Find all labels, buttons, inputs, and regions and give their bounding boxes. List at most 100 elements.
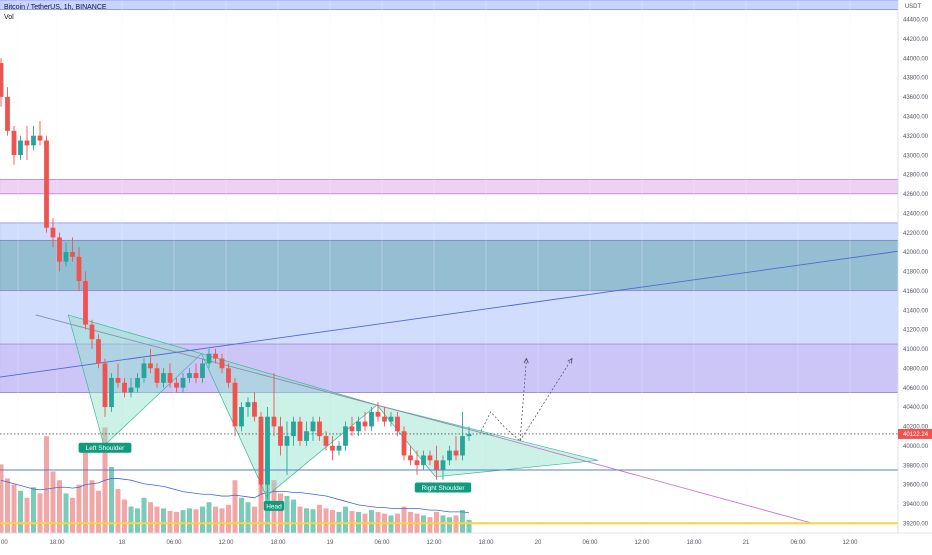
x-tick-label: 12:00 — [426, 540, 442, 546]
candle — [408, 445, 413, 466]
last-price-label: 40122.24 — [903, 432, 929, 438]
candle — [362, 411, 368, 432]
volume-bar — [70, 497, 75, 533]
volume-bar — [206, 502, 212, 533]
candle — [427, 450, 433, 466]
candle-body — [50, 227, 56, 238]
candle-body — [18, 140, 23, 156]
volume-bar — [50, 471, 56, 533]
candle — [148, 348, 153, 374]
y-tick-label: 40200.00 — [903, 425, 929, 431]
candle-body — [0, 62, 4, 97]
time-axis-bg — [0, 533, 932, 550]
candle — [278, 416, 283, 456]
candle — [213, 348, 218, 364]
x-tick-label: 06:00 — [166, 540, 182, 546]
y-tick-label: 43800.00 — [903, 76, 929, 82]
volume-bar — [284, 496, 290, 533]
candle — [37, 121, 43, 146]
x-tick-label: 19 — [327, 540, 334, 546]
candle — [31, 125, 36, 151]
price-axis-bg — [898, 0, 932, 550]
candle — [460, 411, 465, 461]
candle — [382, 407, 387, 427]
candle-body — [440, 460, 446, 471]
pattern-label-bg — [78, 442, 132, 453]
trendline-2 — [493, 435, 813, 524]
price-axis: USDT 39200.00 39400.00 39600.00 39800.00 4000… — [897, 0, 932, 550]
volume-bar — [31, 487, 36, 533]
pattern-label: Left Shoulder — [78, 442, 132, 453]
candle-body — [115, 377, 121, 383]
candle — [226, 363, 231, 388]
volume-bar — [304, 508, 309, 533]
candle — [395, 411, 400, 437]
candle-body — [356, 421, 361, 432]
candle — [401, 426, 407, 461]
y-tick-label: 43200.00 — [903, 134, 929, 140]
candle-body — [408, 455, 413, 461]
candle-body — [161, 373, 166, 383]
candle — [180, 373, 186, 393]
volume-bar — [232, 480, 238, 533]
volume-bar — [226, 504, 231, 533]
symbol-title[interactable]: Bitcoin / TetherUS, 1h, BINANCE — [4, 4, 107, 11]
volume-bar — [245, 502, 251, 533]
candle-body — [11, 130, 17, 156]
candle-body — [336, 445, 342, 451]
pattern-label-text: Left Shoulder — [86, 445, 126, 452]
volume-bar — [187, 508, 192, 533]
y-tick-label: 44000.00 — [903, 56, 929, 62]
indicator-label[interactable]: Vol — [4, 14, 14, 21]
y-tick-label: 41600.00 — [903, 289, 929, 295]
volume-bar — [128, 506, 134, 533]
candle — [271, 373, 277, 437]
x-tick-label: 18:00 — [686, 540, 702, 546]
candle-body — [330, 445, 335, 451]
candle — [63, 242, 69, 267]
y-tick-label: 41200.00 — [903, 328, 929, 334]
candle — [128, 377, 134, 398]
projection-path-2 — [519, 358, 573, 442]
y-tick-label: 39400.00 — [903, 502, 929, 508]
candle — [330, 436, 335, 461]
candle-body — [219, 358, 225, 369]
candle-body — [304, 431, 309, 441]
pattern-label: Head — [263, 500, 285, 511]
y-tick-label: 44200.00 — [903, 37, 929, 43]
y-tick-label: 42000.00 — [903, 250, 929, 256]
volume-bar — [44, 436, 49, 533]
candle — [317, 416, 322, 441]
volume-bar — [89, 480, 95, 533]
candle-body — [109, 377, 114, 408]
pattern-labels: Left Shoulder Head Right Shoulder — [78, 442, 472, 511]
candle — [167, 363, 173, 388]
trendlines — [0, 246, 932, 525]
candle — [135, 373, 140, 393]
chart-legend: Bitcoin / TetherUS, 1h, BINANCE Vol — [4, 3, 107, 23]
candle — [89, 319, 95, 349]
candle — [102, 358, 108, 417]
candles — [0, 58, 472, 500]
candle-body — [44, 140, 49, 228]
volume-bar — [83, 449, 88, 533]
candle — [447, 445, 452, 466]
candle-body — [5, 96, 10, 131]
x-tick-label: 20 — [535, 540, 542, 546]
candle-body — [349, 426, 355, 432]
volume-bar — [317, 504, 322, 533]
candle-body — [258, 416, 264, 485]
candle-body — [57, 237, 62, 262]
candle-body — [102, 363, 108, 408]
candle-body — [291, 421, 296, 437]
candle — [57, 232, 62, 272]
y-tick-label: 39800.00 — [903, 463, 929, 469]
volume-bar — [148, 502, 153, 533]
candle — [258, 411, 264, 495]
volume-bar — [0, 464, 4, 533]
volume-bar — [330, 510, 335, 533]
y-tick-label: 41400.00 — [903, 308, 929, 314]
x-tick-label: 06:00 — [582, 540, 598, 546]
